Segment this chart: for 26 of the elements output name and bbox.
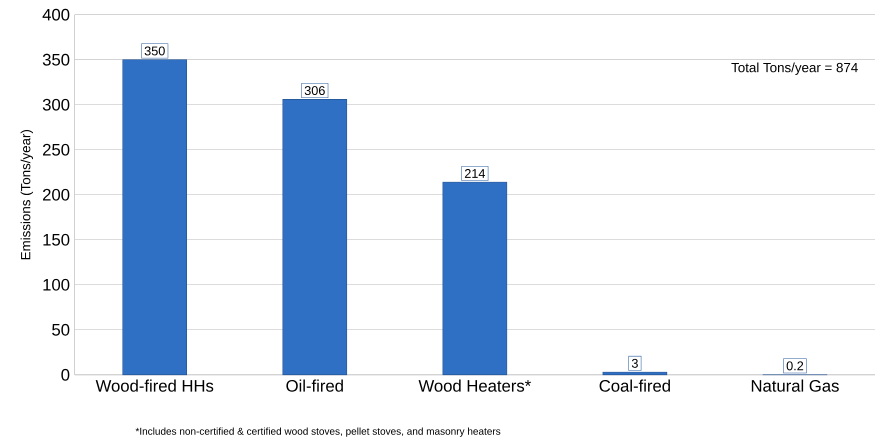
y-tick-label: 200 [43,188,70,201]
y-tick-label: 250 [43,144,70,156]
data-label: 350 [144,46,165,56]
bar [602,372,668,375]
y-tick-label: 0 [61,368,70,381]
y-tick-label: 300 [42,98,70,111]
bar [282,98,348,375]
x-tick-label: Oil-fired [286,379,343,392]
bar [122,59,188,375]
y-tick-label: 400 [42,8,70,21]
text: *Includes non-certified & certified wood stoves, pellet stoves, and masonry heaters [136,427,500,437]
x-tick-label: Coal-fired [600,379,670,392]
y-tick-label: 50 [52,324,70,336]
y-tick-label: 100 [43,278,70,291]
data-label: 214 [464,168,486,178]
y-tick-label: 150 [43,234,70,246]
bar [442,182,508,375]
y-tick-label: 350 [42,54,70,66]
y-axis-title: Emissions (Tons/year) [20,130,34,260]
x-tick-label: Natural Gas [752,379,839,392]
data-label: 306 [304,86,325,95]
data-label: 0.2 [786,361,804,370]
data-label: 3 [632,358,638,368]
x-tick-label: Wood Heaters* [418,379,531,392]
annotation: Total Tons/year = 874 [731,62,858,75]
x-tick-label: Wood-fired HHs [96,379,214,392]
